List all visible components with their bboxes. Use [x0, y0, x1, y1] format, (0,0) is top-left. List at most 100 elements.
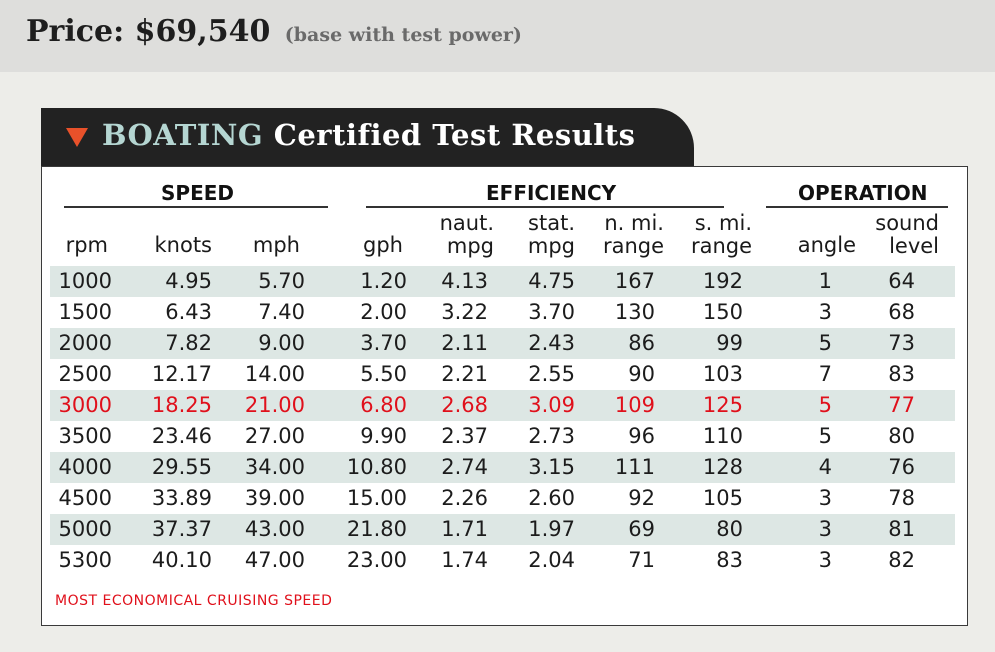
group-header-operation: OPERATION: [798, 181, 928, 205]
operation-divider: [766, 206, 948, 208]
cell-smi-range: 80: [716, 517, 743, 541]
cell-nmi-range: 109: [614, 393, 655, 417]
table-row: 5300 40.10 47.00 23.00 1.74 2.04 71 83 3 82: [50, 545, 955, 576]
table-row: 1500 6.43 7.40 2.00 3.22 3.70 130 150 3 68: [50, 297, 955, 328]
cell-rpm: 4000: [58, 455, 112, 479]
cell-knots: 40.10: [151, 548, 212, 572]
cell-rpm: 5300: [58, 548, 112, 572]
cell-gph: 21.80: [346, 517, 407, 541]
cell-nmi-range: 96: [628, 424, 655, 448]
cell-sound: 81: [888, 517, 915, 541]
cell-nmi-range: 71: [628, 548, 655, 572]
column-header-line: mpg: [446, 234, 494, 258]
cell-stat-mpg: 2.73: [528, 424, 575, 448]
cell-stat-mpg: 2.55: [528, 362, 575, 386]
cell-smi-range: 110: [702, 424, 743, 448]
table-row: 3500 23.46 27.00 9.90 2.37 2.73 96 110 5 80: [50, 421, 955, 452]
cell-angle: 3: [818, 548, 832, 572]
cell-smi-range: 192: [702, 269, 743, 293]
cell-stat-mpg: 2.60: [528, 486, 575, 510]
cell-angle: 7: [818, 362, 832, 386]
results-title-tab: [41, 108, 694, 166]
cell-gph: 23.00: [346, 548, 407, 572]
cell-mph: 39.00: [244, 486, 305, 510]
cell-nmi-range: 69: [628, 517, 655, 541]
cell-sound: 78: [888, 486, 915, 510]
column-header-line: range: [602, 234, 664, 258]
group-header-efficiency: EFFICIENCY: [486, 181, 617, 205]
column-header-knots: knots: [155, 234, 213, 257]
column-header-line: mph: [252, 233, 300, 257]
triangle-down-icon: [66, 128, 88, 147]
cell-knots: 4.95: [165, 269, 212, 293]
cell-naut-mpg: 1.74: [441, 548, 488, 572]
group-header-speed: SPEED: [161, 181, 234, 205]
column-header-line: naut.: [439, 211, 494, 235]
cell-stat-mpg: 1.97: [528, 517, 575, 541]
column-header-line: s. mi.: [694, 211, 752, 235]
cell-gph: 3.70: [360, 331, 407, 355]
table-row: 2000 7.82 9.00 3.70 2.11 2.43 86 99 5 73: [50, 328, 955, 359]
cell-knots: 37.37: [151, 517, 212, 541]
table-row: 1000 4.95 5.70 1.20 4.13 4.75 167 192 1 64: [50, 266, 955, 297]
cell-stat-mpg: 3.70: [528, 300, 575, 324]
cell-naut-mpg: 2.26: [441, 486, 488, 510]
cell-naut-mpg: 2.68: [441, 393, 488, 417]
cell-stat-mpg: 3.15: [528, 455, 575, 479]
cell-mph: 7.40: [258, 300, 305, 324]
cell-smi-range: 99: [716, 331, 743, 355]
cell-smi-range: 125: [702, 393, 743, 417]
cell-mph: 14.00: [244, 362, 305, 386]
cell-stat-mpg: 2.04: [528, 548, 575, 572]
cell-angle: 5: [818, 331, 832, 355]
cell-naut-mpg: 2.37: [441, 424, 488, 448]
cell-nmi-range: 86: [628, 331, 655, 355]
column-header-mph: mph: [253, 234, 300, 257]
cell-knots: 33.89: [151, 486, 212, 510]
cell-mph: 9.00: [258, 331, 305, 355]
price-note: (base with test power): [284, 24, 522, 46]
cell-gph: 15.00: [346, 486, 407, 510]
cell-mph: 47.00: [244, 548, 305, 572]
cell-rpm: 1000: [58, 269, 112, 293]
cell-angle: 3: [818, 517, 832, 541]
cell-naut-mpg: 2.11: [441, 331, 488, 355]
cell-nmi-range: 167: [614, 269, 655, 293]
cell-naut-mpg: 4.13: [441, 269, 488, 293]
column-header-angle: angle: [798, 234, 856, 257]
cell-knots: 18.25: [151, 393, 212, 417]
table-row-highlighted: 3000 18.25 21.00 6.80 2.68 3.09 109 125 5 77: [50, 390, 955, 421]
results-title-text: Certified Test Results: [263, 118, 636, 152]
cell-rpm: 2000: [58, 331, 112, 355]
results-title: BOATING Certified Test Results: [102, 118, 636, 152]
cell-smi-range: 105: [702, 486, 743, 510]
cell-gph: 9.90: [360, 424, 407, 448]
column-header-smi-range: s. mi. range: [691, 212, 752, 258]
table-row: 5000 37.37 43.00 21.80 1.71 1.97 69 80 3 81: [50, 514, 955, 545]
cell-mph: 21.00: [244, 393, 305, 417]
cell-nmi-range: 90: [628, 362, 655, 386]
cell-stat-mpg: 2.43: [528, 331, 575, 355]
cell-rpm: 2500: [58, 362, 112, 386]
column-header-line: gph: [363, 233, 403, 257]
cell-naut-mpg: 2.74: [441, 455, 488, 479]
cell-rpm: 3000: [58, 393, 112, 417]
column-header-rpm: rpm: [66, 234, 108, 257]
cell-mph: 34.00: [244, 455, 305, 479]
cell-knots: 12.17: [151, 362, 212, 386]
cell-mph: 27.00: [244, 424, 305, 448]
cell-sound: 83: [888, 362, 915, 386]
cell-nmi-range: 130: [614, 300, 655, 324]
cell-sound: 82: [888, 548, 915, 572]
column-header-line: n. mi.: [604, 211, 664, 235]
column-header-gph: gph: [363, 234, 403, 257]
cell-sound: 68: [888, 300, 915, 324]
column-header-line: sound: [875, 211, 939, 235]
cell-rpm: 3500: [58, 424, 112, 448]
cell-angle: 5: [818, 424, 832, 448]
column-header-line: stat.: [528, 211, 575, 235]
cell-naut-mpg: 2.21: [441, 362, 488, 386]
column-header-line: range: [690, 234, 752, 258]
column-header-line: rpm: [65, 233, 108, 257]
speed-divider: [64, 206, 328, 208]
